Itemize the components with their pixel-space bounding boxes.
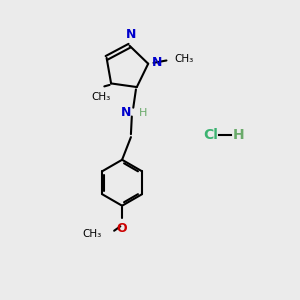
Text: CH₃: CH₃ (175, 54, 194, 64)
Text: CH₃: CH₃ (92, 92, 111, 102)
Text: N: N (126, 28, 136, 41)
Text: N: N (121, 106, 131, 118)
Text: Cl: Cl (203, 128, 218, 142)
Text: H: H (233, 128, 245, 142)
Text: H: H (139, 108, 147, 118)
Text: CH₃: CH₃ (82, 229, 101, 239)
Text: O: O (117, 222, 128, 235)
Text: N: N (152, 56, 162, 69)
